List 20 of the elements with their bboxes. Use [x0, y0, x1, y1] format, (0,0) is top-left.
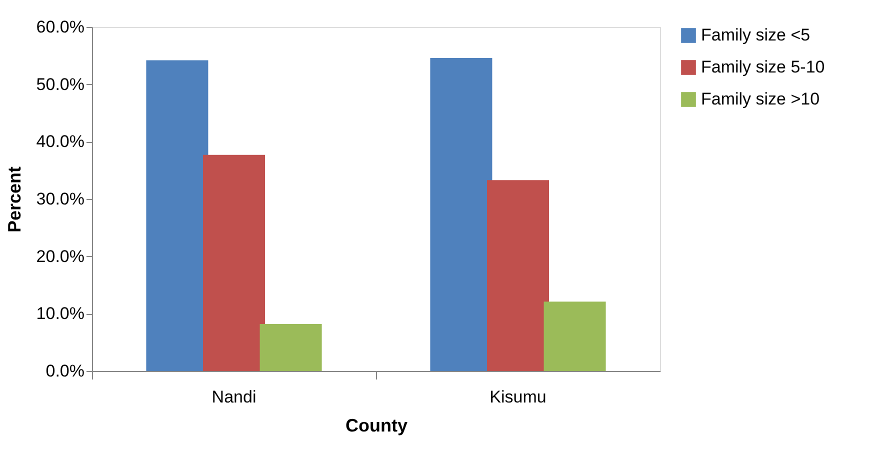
bar	[203, 154, 265, 371]
y-tick-label: 60.0%	[36, 18, 84, 36]
y-tick-label: 20.0%	[36, 246, 84, 266]
y-axis-title: Percent	[4, 166, 24, 233]
x-tick-label: Nandi	[212, 388, 256, 406]
bar	[544, 302, 606, 371]
bar	[487, 180, 549, 371]
x-tick-label: Kisumu	[490, 388, 546, 406]
bar	[146, 60, 208, 371]
x-axis-title: County	[346, 416, 408, 436]
y-tick-label: 30.0%	[36, 190, 84, 208]
bar	[260, 324, 322, 371]
legend-label: Family size >10	[701, 90, 820, 108]
y-tick-label: 40.0%	[36, 132, 84, 152]
bar	[430, 58, 492, 371]
y-tick-label: 50.0%	[36, 74, 84, 94]
legend-label: Family size 5-10	[701, 58, 825, 76]
y-tick-label: 0.0%	[46, 362, 84, 380]
legend-label: Family size <5	[701, 26, 810, 44]
y-tick-label: 10.0%	[36, 304, 84, 324]
